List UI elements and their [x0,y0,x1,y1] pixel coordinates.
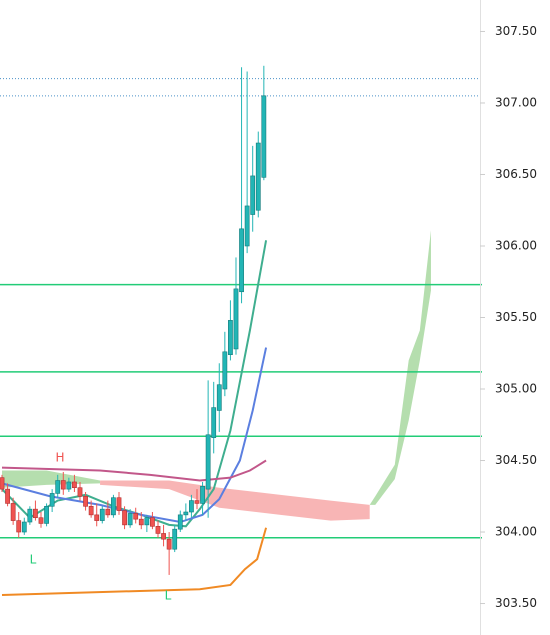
plot [0,65,482,596]
candle-body [155,526,161,534]
y-tick-label: 307.50 [495,24,537,38]
candle-body [44,505,49,524]
candle-body [194,500,200,504]
candle-body [216,384,222,411]
candle-body [49,493,55,507]
y-tick-label: 306.50 [495,167,537,181]
candle-body [83,495,88,507]
candle-body [189,500,194,513]
candle-body [200,485,205,504]
y-tick-label: 306.00 [495,238,537,252]
candle-body [94,514,100,521]
ma-line [1,347,268,524]
ma-line [1,240,268,528]
candle-body [183,511,189,516]
candle-body [205,434,211,490]
candle-body [88,505,94,516]
candle-body [111,497,116,516]
y-tick-label: 305.50 [495,310,537,324]
y-tick-label: 304.00 [495,525,537,539]
candle-body [99,508,105,521]
candle-body [150,517,155,527]
candle-body [122,510,127,526]
candle-body [55,480,61,494]
candle-body [161,533,166,540]
candle-body [10,503,16,521]
y-tick-label: 307.00 [495,95,537,109]
candle-body [0,477,5,490]
candle-body [133,513,139,520]
y-tick-label: 304.50 [495,453,537,467]
candle-body [60,480,66,490]
candle-body [138,518,144,526]
candle-body [66,481,72,490]
candle-body [239,228,244,293]
candle-body [244,205,250,247]
candle-body [38,517,44,524]
cloud [100,480,370,521]
candle-body [177,514,183,530]
ma-line [1,527,268,596]
candle-body [33,508,38,519]
y-tick-label: 303.50 [495,596,537,610]
low-label: L [165,589,172,603]
candle-body [77,487,83,497]
candle-body [233,288,239,350]
candle-body [166,538,172,550]
candle-body [16,520,22,533]
candle-body [211,407,217,438]
candle-body [255,142,261,211]
ma-line [1,459,267,482]
candle-body [105,508,111,516]
candle-body [261,95,267,178]
candle-body [144,517,150,526]
high-label: H [55,451,64,465]
candle-body [27,508,33,523]
candle-body [222,351,228,390]
candle-body [116,497,122,511]
cloud [369,230,431,505]
candle-body [21,521,27,533]
candle-body [172,528,178,550]
candle-body [228,320,233,355]
candle-body [5,488,10,504]
y-tick-label: 305.00 [495,382,537,396]
candle-body [72,481,77,488]
candle-body [127,513,133,526]
candle-body [250,175,256,215]
low-label: L [30,553,37,567]
